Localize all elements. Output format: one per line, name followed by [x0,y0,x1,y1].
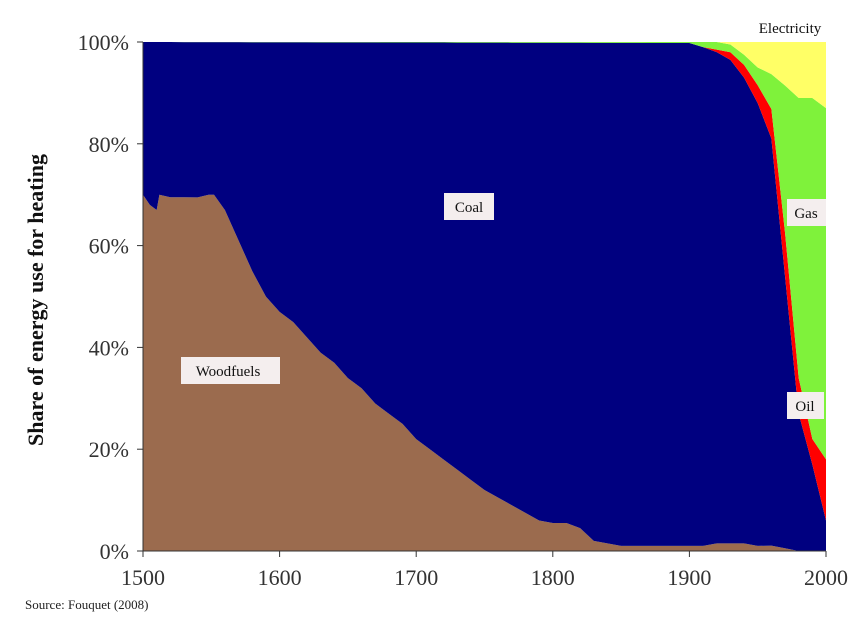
y-tick-label: 0% [100,539,129,564]
y-tick-label: 100% [78,30,129,55]
area-label-electricity: Electricity [759,21,822,37]
area-electricity [143,42,826,109]
x-tick-label: 1600 [258,565,302,590]
x-tick-label: 1700 [394,565,438,590]
area-woodfuels [143,194,826,551]
area-label-box [444,193,494,220]
axes [142,42,826,552]
area-oil [143,42,826,521]
x-tick-label: 1800 [531,565,575,590]
area-label-oil: Oil [795,399,814,415]
x-ticks: 1500 1600 1700 1800 1900 2000 [121,551,848,590]
y-tick-label: 60% [89,234,129,259]
x-tick-label: 2000 [804,565,848,590]
source-note: Source: Fouquet (2008) [25,597,149,612]
area-label-woodfuels: Woodfuels [196,364,261,380]
area-label-box [181,357,280,384]
y-tick-label: 20% [89,437,129,462]
area-label-box [787,199,826,226]
y-axis-title: Share of energy use for heating [23,154,48,446]
area-label-box [787,392,824,419]
y-tick-label: 40% [89,335,129,360]
area-series-group [143,42,826,551]
area-labels: Woodfuels Coal Gas Oil Electricity [181,21,826,419]
area-label-gas: Gas [794,206,817,222]
area-coal [143,42,826,551]
y-ticks: 0% 20% 40% 60% 80% 100% [78,30,143,564]
y-tick-label: 80% [89,132,129,157]
x-tick-label: 1900 [667,565,711,590]
area-gas [143,42,826,460]
x-tick-label: 1500 [121,565,165,590]
area-label-coal: Coal [455,200,483,216]
